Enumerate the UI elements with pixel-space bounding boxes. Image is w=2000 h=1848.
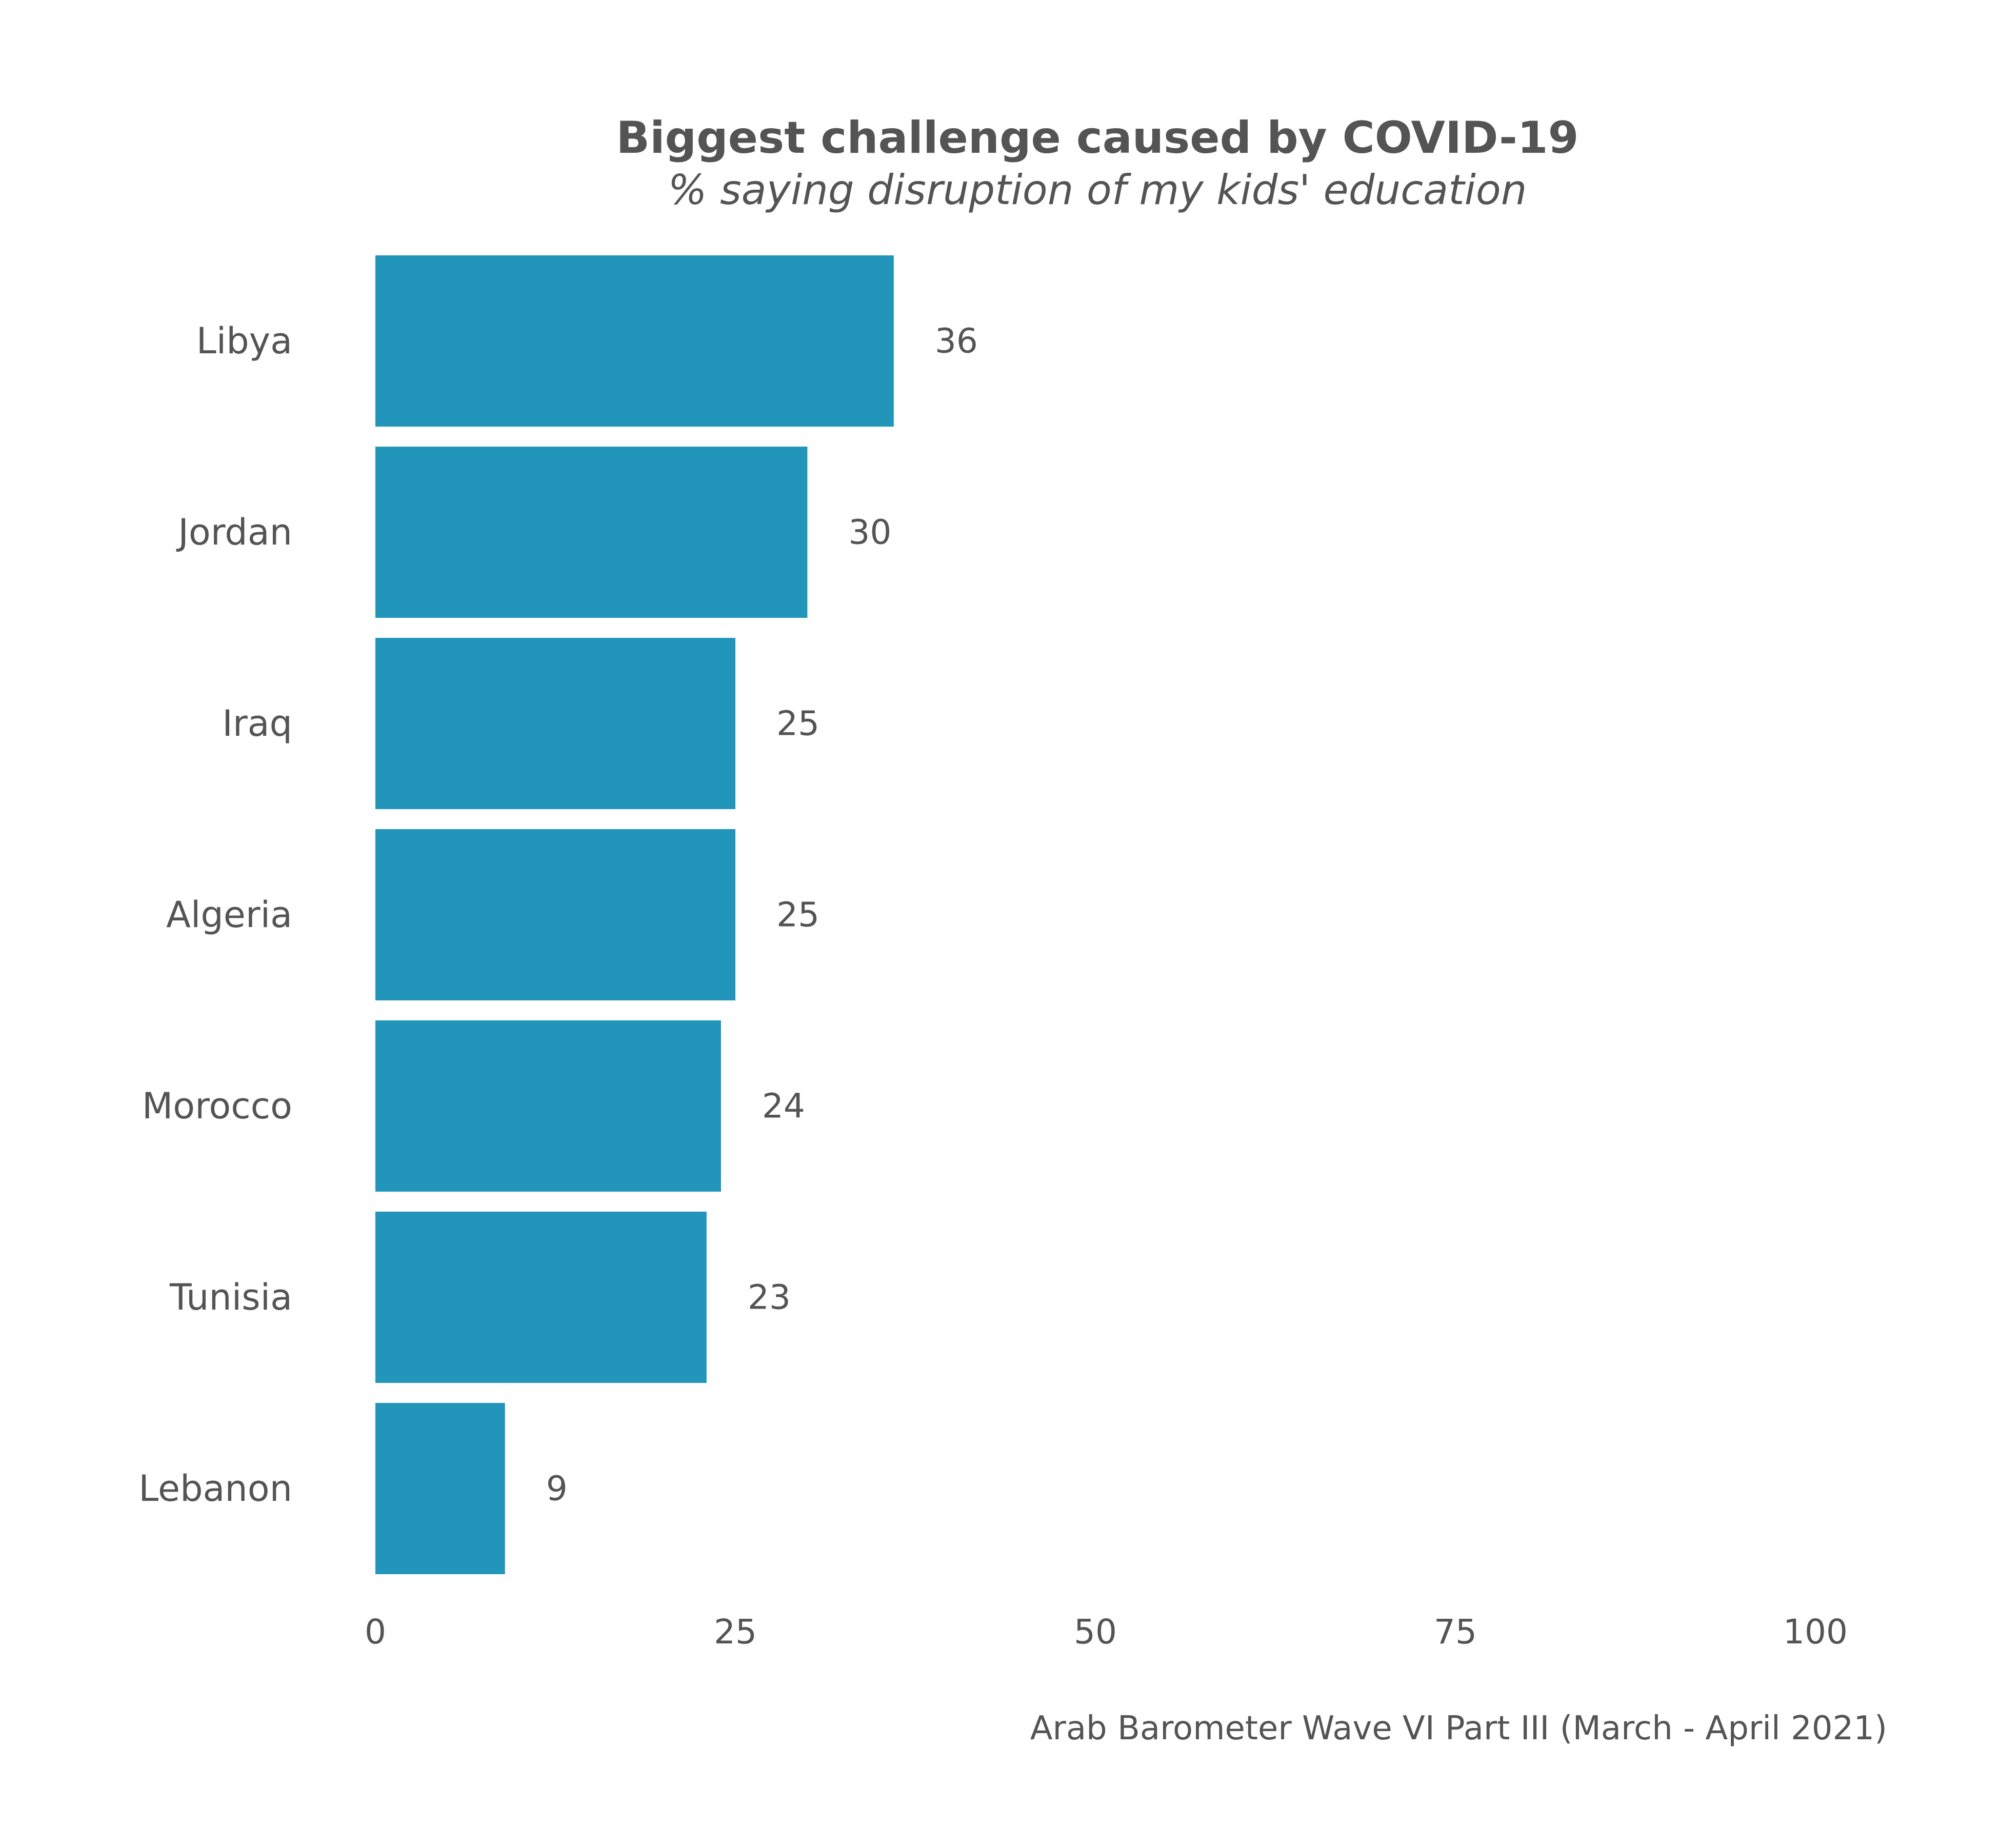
value-label-tunisia: 23 [748,1278,791,1317]
bar-jordan [375,447,808,618]
value-label-libya: 36 [935,322,978,361]
value-label-algeria: 25 [776,895,819,935]
value-label-iraq: 25 [776,704,819,744]
bar-lebanon [375,1403,505,1574]
value-label-lebanon: 9 [546,1469,568,1509]
category-label-lebanon: Lebanon [138,1468,292,1510]
bar-libya [375,255,894,427]
source-note: Arab Barometer Wave VI Part III (March -… [1030,1710,1887,1747]
x-tick-label-0: 0 [365,1612,386,1652]
bars-layer [375,255,894,1574]
x-tick-label-75: 75 [1434,1612,1477,1652]
value-label-morocco: 24 [762,1087,805,1126]
chart-title: Biggest challenge caused by COVID-19 [616,112,1579,164]
category-label-algeria: Algeria [166,894,292,936]
category-label-tunisia: Tunisia [169,1276,292,1318]
category-label-morocco: Morocco [142,1085,292,1127]
value-labels-layer: 36 30 25 25 24 23 9 [546,322,978,1509]
bar-morocco [375,1020,721,1192]
x-tick-label-25: 25 [714,1612,757,1652]
bar-algeria [375,829,735,1000]
category-label-libya: Libya [196,320,292,362]
bar-iraq [375,638,735,809]
x-tick-label-50: 50 [1074,1612,1117,1652]
category-labels-layer: Libya Jordan Iraq Algeria Morocco Tunisia Leba… [138,320,292,1510]
chart-subtitle: % saying disruption of my kids' educatio… [668,166,1527,214]
category-label-jordan: Jordan [176,511,292,553]
category-label-iraq: Iraq [222,702,292,745]
value-label-jordan: 30 [848,513,891,552]
bar-tunisia [375,1212,707,1383]
x-tick-label-100: 100 [1783,1612,1848,1652]
x-axis-ticks: 0 25 50 75 100 [365,1612,1848,1652]
